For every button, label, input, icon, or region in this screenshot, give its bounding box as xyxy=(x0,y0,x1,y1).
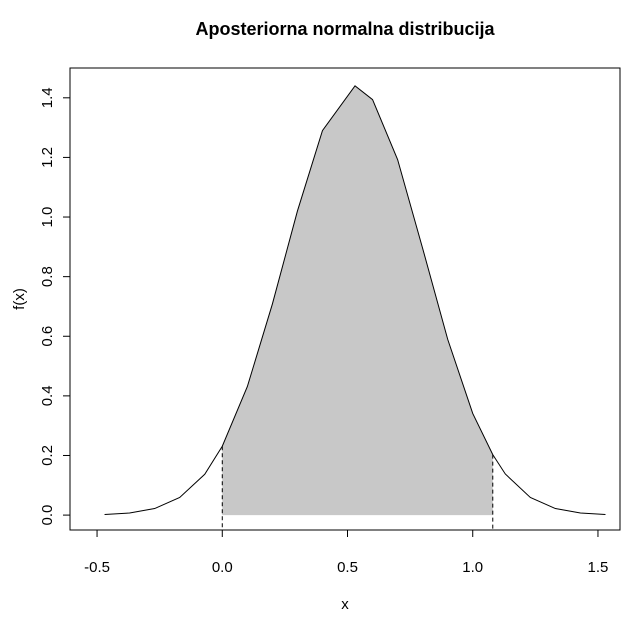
x-tick-label: 1.0 xyxy=(462,559,483,576)
x-tick-label: -0.5 xyxy=(84,559,110,576)
x-tick-label: 0.5 xyxy=(337,559,358,576)
y-tick-label: 1.2 xyxy=(39,147,56,168)
y-tick-label: 0.6 xyxy=(39,326,56,347)
y-tick-label: 0.4 xyxy=(39,385,56,406)
y-tick-label: 0.0 xyxy=(39,505,56,526)
y-axis-label: f(x) xyxy=(11,288,28,310)
y-tick-label: 0.8 xyxy=(39,266,56,287)
x-axis-label: x xyxy=(341,596,349,613)
y-tick-label: 1.4 xyxy=(39,87,56,108)
shaded-area xyxy=(222,85,493,516)
x-tick-label: 0.0 xyxy=(212,559,233,576)
density-line xyxy=(104,85,606,516)
x-tick-label: 1.5 xyxy=(588,559,609,576)
chart-title: Aposteriorna normalna distribucija xyxy=(195,19,495,39)
y-tick-label: 0.2 xyxy=(39,445,56,466)
y-tick-label: 1.0 xyxy=(39,207,56,228)
